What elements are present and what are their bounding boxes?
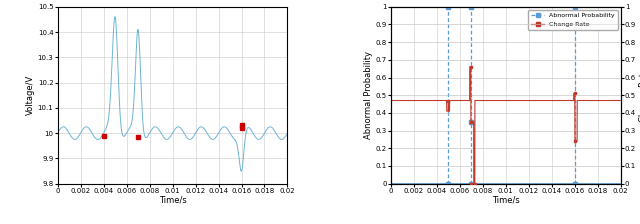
Y-axis label: Voltage/V: Voltage/V bbox=[26, 75, 35, 115]
X-axis label: Time/s: Time/s bbox=[159, 195, 186, 204]
X-axis label: Time/s: Time/s bbox=[492, 195, 520, 204]
Y-axis label: Change Rate: Change Rate bbox=[639, 68, 640, 122]
Y-axis label: Abnormal Probability: Abnormal Probability bbox=[364, 51, 372, 139]
Legend: Abnormal Probability, Change Rate: Abnormal Probability, Change Rate bbox=[528, 10, 618, 30]
